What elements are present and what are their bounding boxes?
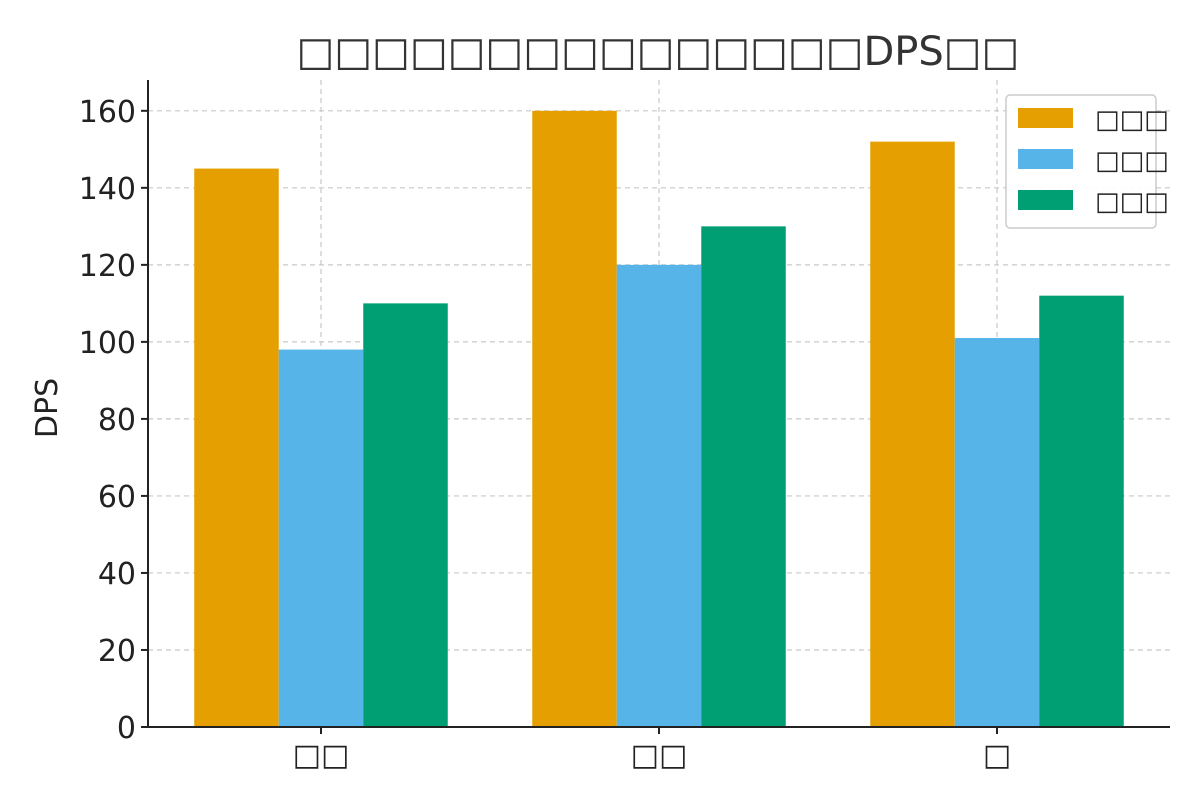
bar — [532, 110, 617, 728]
bar — [1039, 295, 1124, 727]
bar — [616, 264, 702, 727]
y-tick-label: 100 — [79, 326, 136, 361]
bar — [194, 168, 279, 727]
bar-layer — [194, 110, 1124, 728]
legend-label: □□□ — [1095, 105, 1169, 135]
y-tick-label: 40 — [98, 557, 136, 592]
legend: □□□ □□□ □□□ — [1005, 94, 1169, 229]
x-tick-label: □□ — [631, 738, 688, 773]
bar — [363, 303, 448, 727]
y-axis-label: DPS — [30, 378, 65, 438]
x-tick-label: □□ — [293, 738, 350, 773]
y-tick-label: 160 — [79, 95, 136, 130]
legend-swatch — [1018, 149, 1073, 169]
legend-swatch — [1018, 108, 1073, 128]
y-tick-label: 140 — [79, 172, 136, 207]
legend-label: □□□ — [1095, 146, 1169, 176]
legend-swatch — [1018, 190, 1073, 210]
y-tick-label: 20 — [98, 634, 136, 669]
y-tick-label: 80 — [98, 403, 136, 438]
y-tick-label: 0 — [117, 711, 136, 746]
y-tick-label: 60 — [98, 480, 136, 515]
legend-label: □□□ — [1095, 187, 1169, 217]
x-tick-label: □ — [983, 738, 1011, 773]
bar — [954, 338, 1040, 727]
bar — [278, 349, 364, 727]
bar — [701, 226, 786, 727]
y-tick-label: 120 — [79, 249, 136, 284]
chart-title: □□□□□□□□□□□□□□□DPS□□ — [297, 29, 1020, 75]
bar — [870, 141, 955, 728]
